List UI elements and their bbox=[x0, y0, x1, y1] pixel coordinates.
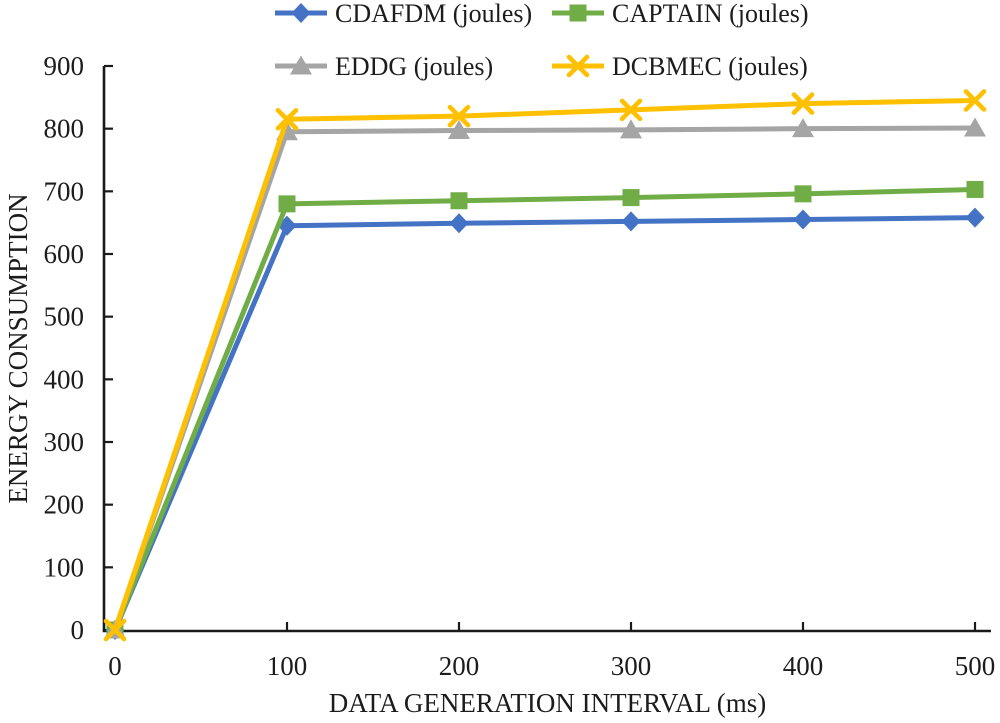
series-line-captain bbox=[112, 186, 978, 633]
x-tick-label: 200 bbox=[439, 651, 480, 681]
y-axis-title: ENERGY CONSUMPTION bbox=[3, 193, 33, 503]
x-marker-dcbmec bbox=[963, 89, 987, 112]
y-tick-label: 100 bbox=[44, 552, 85, 582]
diamond-marker-cdafdm bbox=[965, 207, 985, 228]
x-marker-dcbmec bbox=[103, 618, 127, 642]
x-marker-dcbmec-legend bbox=[566, 54, 590, 78]
legend-label-cdafdm: CDAFDM (joules) bbox=[335, 0, 532, 28]
y-tick-label: 900 bbox=[44, 51, 85, 81]
y-tick-label: 300 bbox=[44, 427, 85, 457]
y-tick-label: 600 bbox=[44, 239, 85, 269]
x-axis-title: DATA GENERATION INTERVAL (ms) bbox=[329, 688, 766, 718]
triangle-marker-eddg bbox=[964, 117, 986, 137]
square-marker-captain bbox=[278, 195, 296, 213]
x-tick-label: 100 bbox=[267, 651, 308, 681]
x-tick-label: 0 bbox=[108, 651, 122, 681]
series-line-cdafdm bbox=[112, 215, 978, 633]
diamond-marker-cdafdm-legend bbox=[291, 3, 311, 23]
legend-label-eddg: EDDG (joules) bbox=[335, 52, 493, 81]
diamond-marker-cdafdm bbox=[793, 209, 813, 230]
x-marker-dcbmec bbox=[791, 92, 815, 115]
x-marker-dcbmec bbox=[447, 104, 471, 128]
square-marker-captain bbox=[622, 189, 640, 207]
series-line-eddg bbox=[112, 125, 978, 633]
y-tick-label: 800 bbox=[44, 114, 85, 144]
y-tick-label: 700 bbox=[44, 176, 85, 206]
x-tick-label: 300 bbox=[611, 651, 652, 681]
y-tick-label: 200 bbox=[44, 490, 85, 520]
legend-label-captain: CAPTAIN (joules) bbox=[612, 0, 809, 28]
x-tick-label: 400 bbox=[783, 651, 824, 681]
square-marker-captain-legend bbox=[569, 4, 587, 22]
triangle-marker-eddg bbox=[448, 120, 470, 140]
x-tick-label: 500 bbox=[955, 651, 996, 681]
x-marker-dcbmec bbox=[275, 107, 299, 131]
square-marker-captain bbox=[794, 185, 812, 203]
series-line-dcbmec bbox=[112, 97, 978, 633]
square-marker-captain bbox=[966, 180, 984, 198]
triangle-marker-eddg bbox=[620, 119, 642, 139]
legend-label-dcbmec: DCBMEC (joules) bbox=[612, 52, 808, 81]
square-marker-captain bbox=[450, 192, 468, 210]
triangle-marker-eddg bbox=[792, 118, 814, 138]
y-tick-label: 400 bbox=[44, 364, 85, 394]
triangle-marker-eddg-legend bbox=[290, 55, 312, 75]
y-tick-label: 0 bbox=[71, 615, 85, 645]
diamond-marker-cdafdm bbox=[449, 213, 469, 234]
y-tick-label: 500 bbox=[44, 302, 85, 332]
x-marker-dcbmec bbox=[619, 98, 643, 122]
diamond-marker-cdafdm bbox=[621, 211, 641, 232]
